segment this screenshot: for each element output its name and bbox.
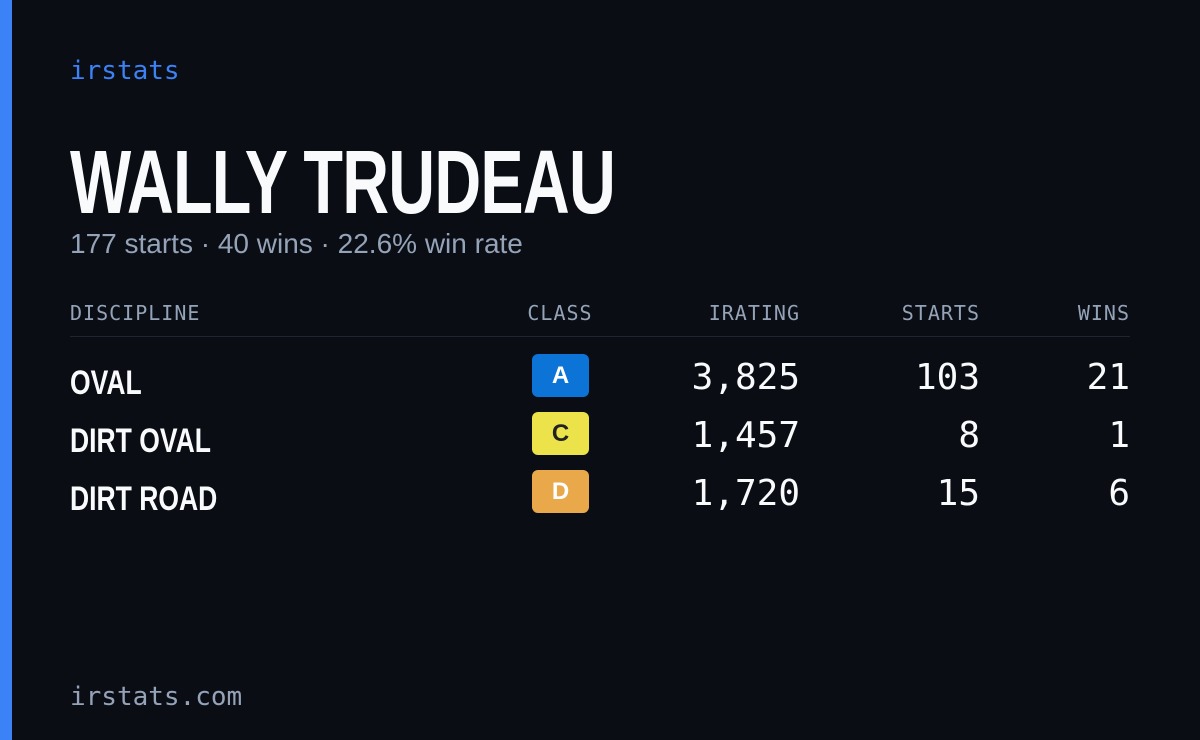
brand: irstats [70, 56, 180, 86]
class-badge: C [532, 412, 589, 455]
accent-bar [0, 0, 12, 740]
header-class: CLASS [527, 301, 593, 325]
irating: 3,825 [691, 357, 800, 398]
discipline: OVAL [70, 364, 142, 402]
discipline: DIRT ROAD [70, 480, 218, 518]
irating: 1,457 [691, 415, 800, 456]
header-starts: STARTS [901, 301, 980, 325]
discipline: DIRT OVAL [70, 422, 211, 460]
header-divider [70, 336, 1130, 337]
footer-url: irstats.com [70, 682, 243, 712]
class-badge: A [532, 354, 589, 397]
starts: 8 [958, 415, 980, 456]
header-irating: IRATING [708, 301, 800, 325]
wins: 1 [1108, 415, 1130, 456]
driver-name: WALLY TRUDEAU [70, 133, 616, 233]
wins: 6 [1108, 473, 1130, 514]
irating: 1,720 [691, 473, 800, 514]
class-badge: D [532, 470, 589, 513]
starts: 103 [914, 357, 980, 398]
driver-summary: 177 starts · 40 wins · 22.6% win rate [70, 228, 523, 259]
starts: 15 [936, 473, 980, 514]
header-discipline: DISCIPLINE [70, 301, 201, 325]
wins: 21 [1086, 357, 1130, 398]
header-wins: WINS [1077, 301, 1130, 325]
